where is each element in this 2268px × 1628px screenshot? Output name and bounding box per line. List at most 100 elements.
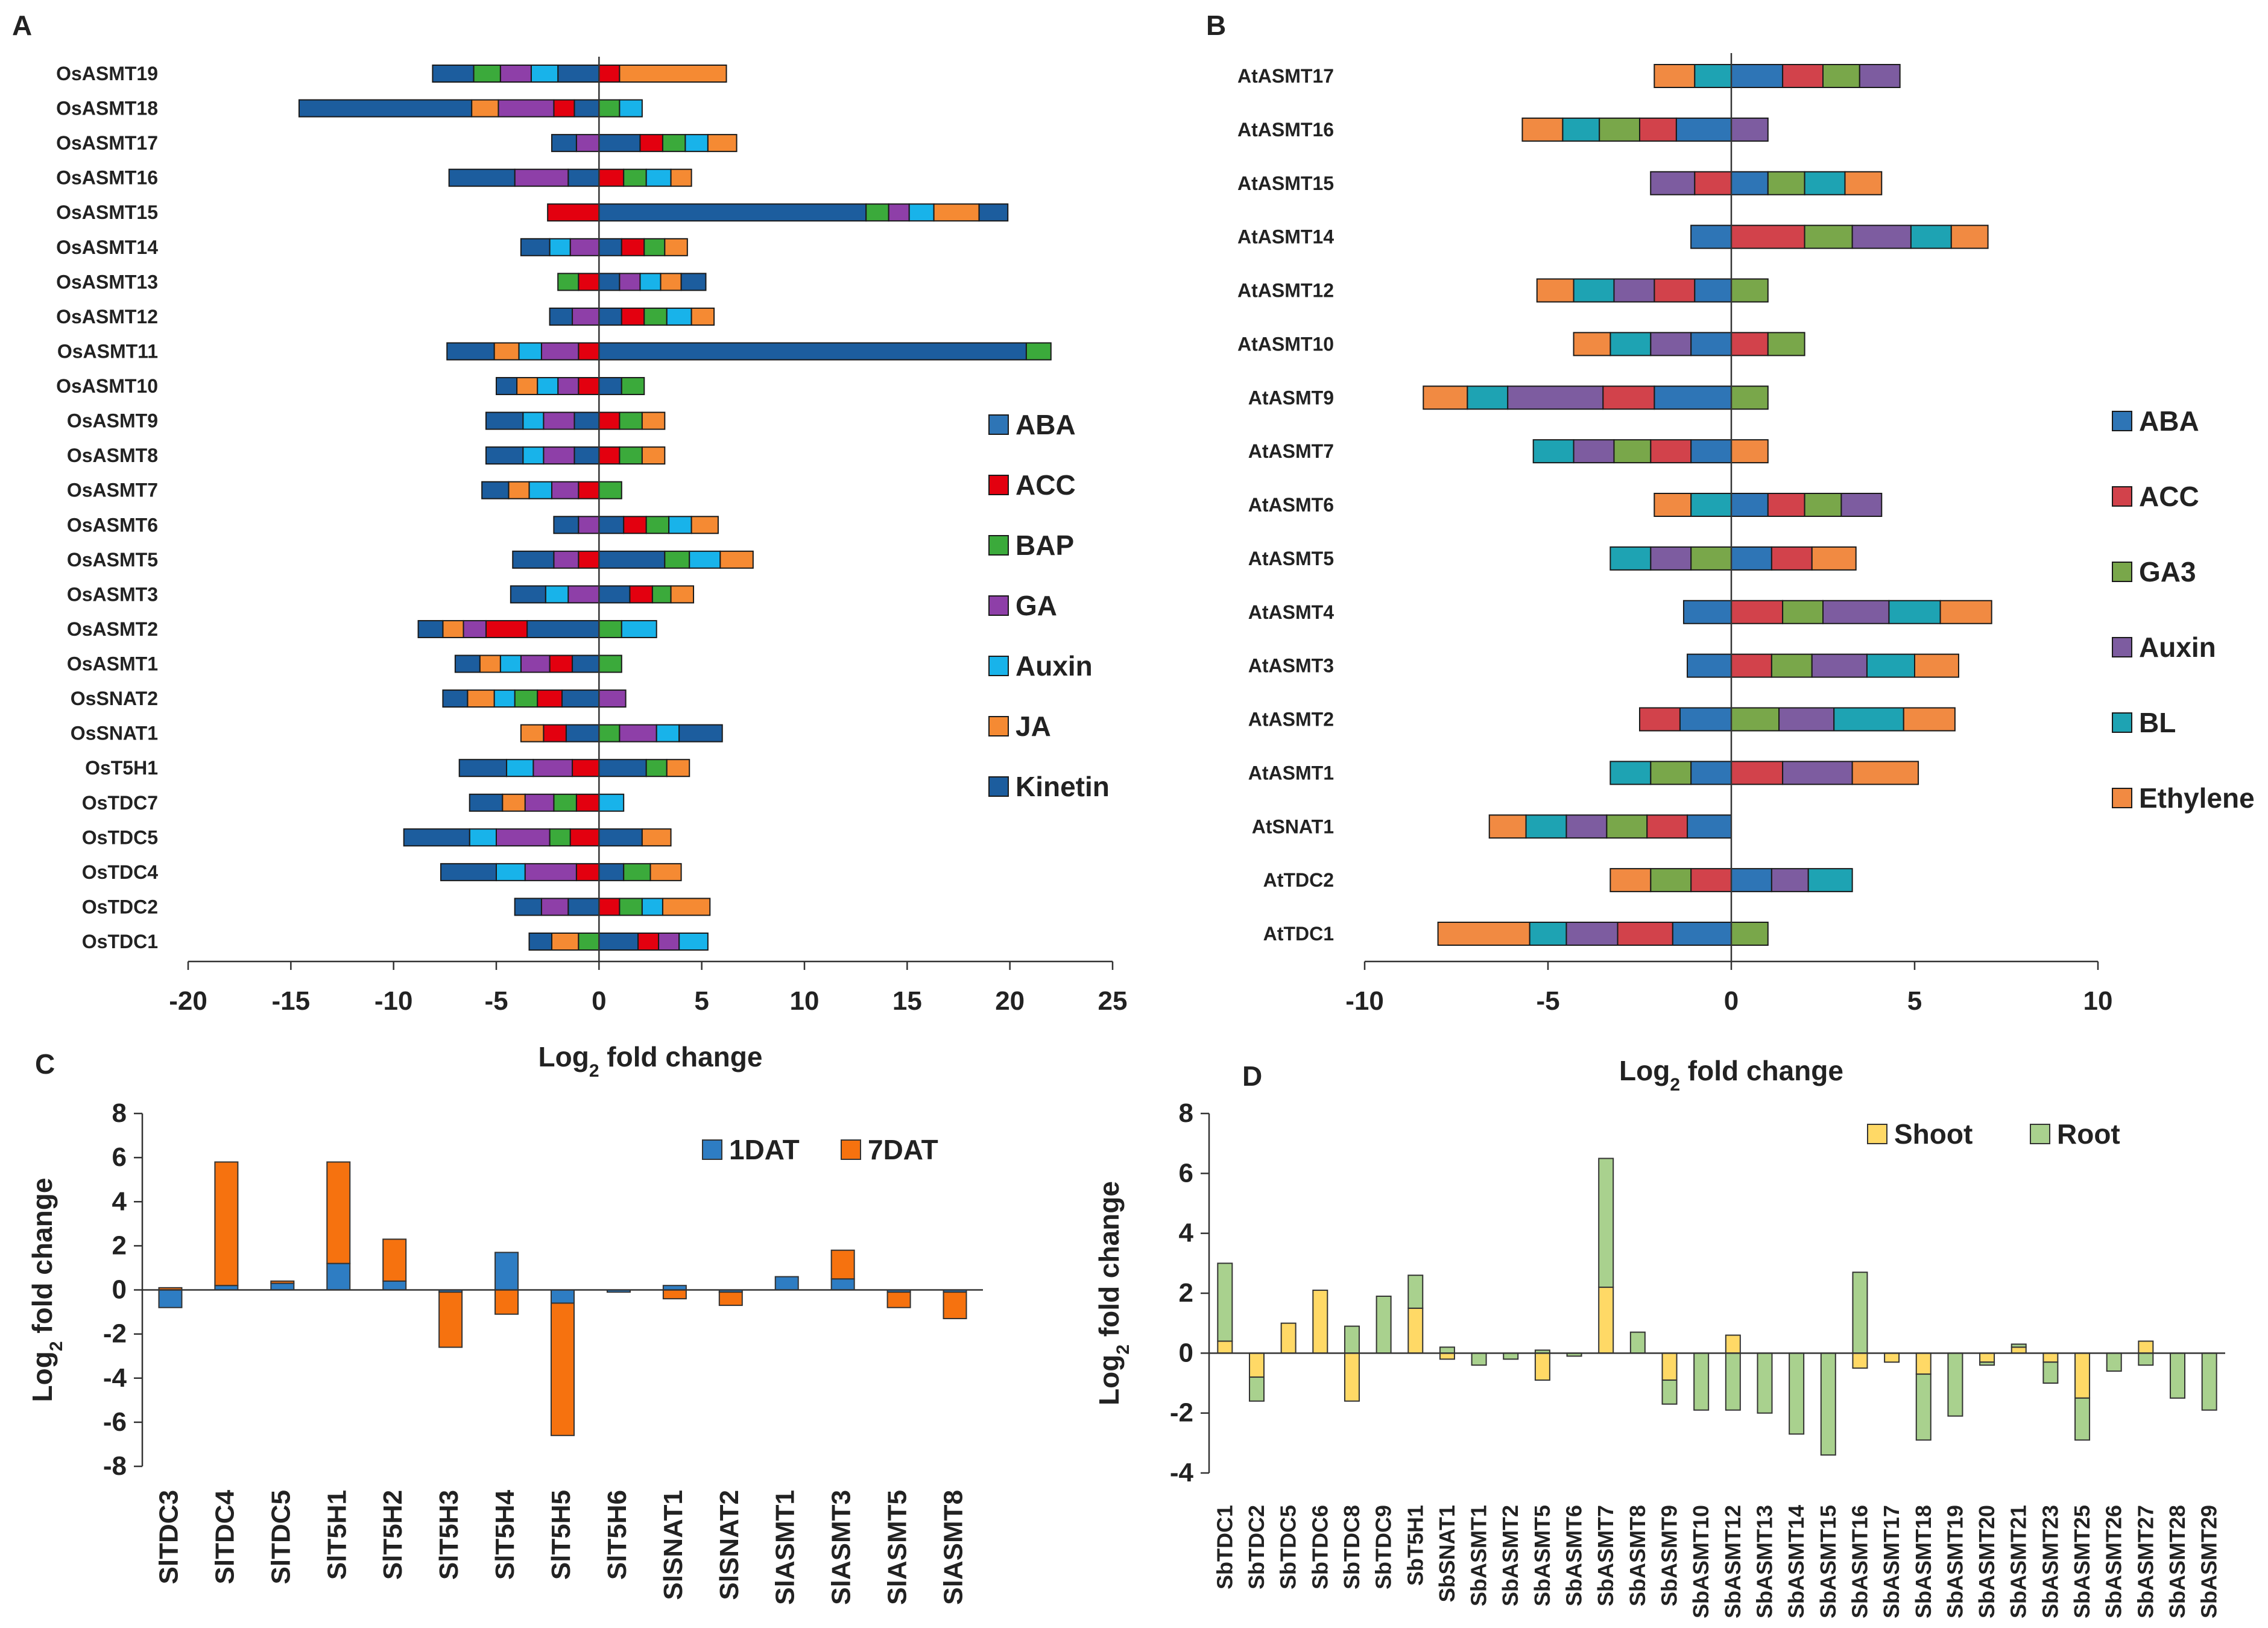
row-label-osasmt7: OsASMT7	[67, 480, 158, 501]
bar-segment-atasmt5-auxin-1	[1650, 546, 1692, 571]
bar-segment-ostdc2-acc-3	[598, 898, 621, 916]
category-label-slasmt5: SlASMT5	[883, 1490, 912, 1605]
bar-segment-osasmt9-auxin-2	[522, 411, 545, 430]
bar-sbasmt8-root	[1629, 1331, 1646, 1354]
row-label-atasmt15: AtASMT15	[1237, 173, 1334, 194]
bar-sbsnat1-root	[1439, 1346, 1455, 1354]
y-tick-label-1: -2	[1170, 1398, 1193, 1428]
bar-segment-osasmt8-ga-1	[543, 446, 575, 465]
bar-segment-osasmt16-auxin-5	[645, 168, 672, 187]
bar-segment-ostdc2-ja-6	[662, 898, 711, 916]
bar-segment-osasmt12-auxin-5	[666, 307, 692, 326]
bar-segment-osasmt2-kinetin-4	[417, 619, 444, 638]
row-label-atasmt1: AtASMT1	[1248, 762, 1334, 784]
bar-segment-osasmt15-kinetin-1	[598, 203, 867, 222]
bar-segment-osasmt15-acc-0	[547, 203, 600, 222]
bar-segment-ostdc2-kinetin-0	[567, 898, 600, 916]
legend-label-acc: ACC	[1016, 469, 1076, 501]
bar-segment-osasmt17-bap-4	[662, 134, 686, 153]
bar-sbasmt27-shoot	[2138, 1340, 2154, 1354]
legend-swatch-1dat	[702, 1139, 722, 1160]
bar-segment-ostdc2-bap-4	[619, 898, 643, 916]
bar-segment-osasmt19-ga-2	[499, 65, 532, 83]
row-label-atasmt17: AtASMT17	[1237, 65, 1334, 87]
legend-swatch-7dat	[841, 1139, 861, 1160]
bar-segment-osasmt10-ja-3	[516, 377, 539, 396]
category-label-slsnat2: SlSNAT2	[715, 1490, 744, 1600]
category-label-sbasmt29: SbASMT29	[2197, 1505, 2222, 1618]
bar-segment-osasmt7-ga-1	[551, 481, 580, 499]
legend-label-root: Root	[2057, 1118, 2120, 1150]
row-label-atasmt12: AtASMT12	[1237, 280, 1334, 302]
bar-segment-ossnat1-kinetin-0	[565, 724, 600, 743]
category-label-sbtdc9: SbTDC9	[1371, 1505, 1396, 1589]
y-axis-title: Log2 fold change	[1093, 1181, 1133, 1405]
bar-segment-atasmt16-bl-3	[1562, 117, 1600, 142]
bar-segment-osasmt1-auxin-3	[499, 654, 522, 673]
bar-segment-attdc2-aba-3	[1731, 868, 1772, 893]
bar-sltdc3-1dat	[158, 1289, 183, 1308]
bar-slasmt3-1dat	[830, 1278, 855, 1291]
bar-segment-osasmt17-auxin-5	[684, 134, 709, 153]
bar-segment-osasmt10-kinetin-5	[598, 377, 622, 396]
legend-swatch-ethylene	[2112, 788, 2132, 808]
legend-label-ethylene: Ethylene	[2139, 782, 2255, 814]
bar-segment-osasmt10-ga-1	[557, 377, 580, 396]
bar-segment-atasmt14-ethylene-5	[1950, 224, 1989, 249]
category-label-sbasmt20: SbASMT20	[1974, 1505, 1999, 1618]
panel-d-chart: -4 -2 0 2 4 6 8 SbTDC1 SbTDC2 SbTDC5 SbTDC6 SbTDC8 S…	[1093, 1098, 2225, 1618]
bar-segment-osasmt19-bap-3	[473, 65, 501, 83]
category-label-sbasmt5: SbASMT5	[1530, 1505, 1555, 1606]
bar-segment-atasmt5-ga3-0	[1690, 546, 1733, 571]
y-tick-label-4: 4	[1179, 1218, 1194, 1248]
bar-segment-atasmt3-acc-1	[1731, 653, 1772, 678]
x-tick-label-1: -15	[272, 986, 311, 1016]
bar-segment-atasmt10-bl-2	[1609, 332, 1652, 356]
legend-swatch-acc	[2112, 486, 2132, 507]
bar-segment-osasmt7-acc-0	[578, 481, 600, 499]
legend-swatch-ja	[988, 716, 1009, 736]
bar-segment-osasmt14-bap-5	[643, 238, 666, 256]
bar-segment-ostdc1-auxin-6	[678, 933, 709, 951]
bar-segment-atasmt14-acc-1	[1731, 224, 1805, 249]
legend-label-bap: BAP	[1016, 530, 1074, 561]
legend-swatch-bl	[2112, 712, 2132, 733]
bar-segment-atasmt17-auxin-5	[1859, 64, 1901, 88]
bar-segment-atasmt1-aba-0	[1690, 761, 1733, 785]
bar-segment-osasmt2-auxin-6	[621, 619, 657, 638]
bar-segment-atasmt16-ethylene-4	[1521, 117, 1564, 142]
bar-segment-ossnat1-kinetin-6	[678, 724, 723, 743]
bar-segment-atasmt15-auxin-1	[1650, 171, 1696, 195]
bar-segment-osasmt8-bap-5	[619, 446, 643, 465]
bar-segment-atasmt15-ga3-3	[1767, 171, 1805, 195]
bar-segment-osasmt15-ja-5	[933, 203, 980, 222]
bar-segment-atasmt17-acc-3	[1782, 64, 1824, 88]
bar-sbtdc9-root	[1376, 1295, 1392, 1354]
bar-segment-osasmt13-kinetin-6	[680, 273, 707, 291]
legend-swatch-root	[2030, 1124, 2050, 1144]
bar-segment-atasmt10-ga3-5	[1767, 332, 1805, 356]
bar-segment-atasmt16-aba-0	[1675, 117, 1733, 142]
bar-segment-ostdc2-auxin-5	[641, 898, 663, 916]
bar-sbasmt29-root	[2201, 1352, 2217, 1411]
bar-segment-osasmt16-acc-3	[598, 168, 625, 187]
category-label-slt5h1: SlT5H1	[322, 1490, 352, 1580]
bar-segment-atasmt9-aba-0	[1654, 385, 1733, 410]
bar-segment-ost5h1-ga-1	[532, 759, 573, 778]
bar-segment-osasmt11-kinetin-5	[598, 342, 1027, 361]
bar-segment-ostdc7-auxin-5	[598, 793, 625, 812]
bar-segment-atsnat1-aba-0	[1687, 814, 1733, 839]
bar-segment-osasmt11-ja-3	[493, 342, 520, 361]
bar-sbt5h1-shoot	[1407, 1307, 1424, 1354]
bar-sbasmt7-shoot	[1598, 1287, 1614, 1354]
bar-segment-atasmt6-ethylene-1	[1654, 493, 1692, 517]
bar-sbasmt9-root	[1661, 1379, 1678, 1405]
y-tick-label-3: 2	[1179, 1278, 1193, 1308]
bar-segment-osasmt7-ja-3	[508, 481, 530, 499]
bar-segment-ostdc1-bap-0	[578, 933, 600, 951]
panel-letter-b: B	[1206, 10, 1226, 41]
bar-sbasmt12-root	[1725, 1352, 1741, 1411]
x-axis-title-subscript: 2	[589, 1061, 599, 1081]
bar-segment-osasmt6-acc-3	[623, 516, 647, 534]
